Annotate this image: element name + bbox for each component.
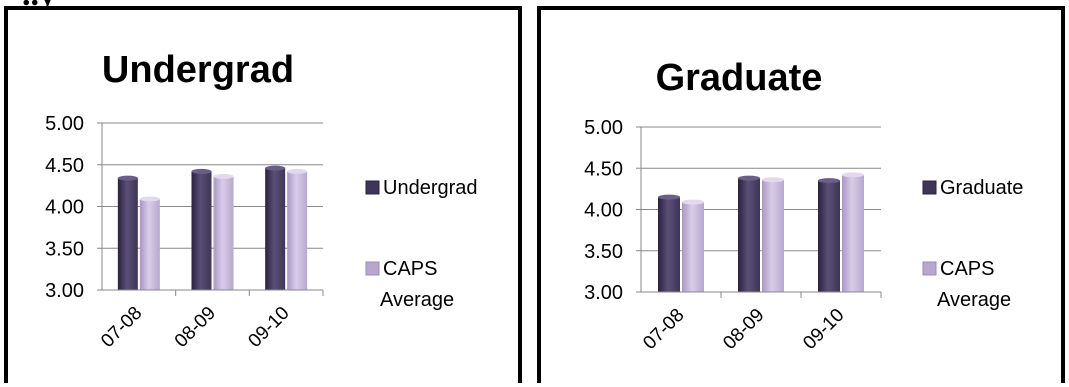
x-category-label: 09-10 [799,305,848,354]
bar [842,174,864,292]
x-category-label: 07-08 [639,305,688,354]
bar [191,171,212,290]
bar-cap [265,165,286,171]
legend-swatch [365,261,380,276]
bar [818,180,840,292]
bar-cap [842,172,864,178]
bar-cap [191,168,212,174]
legend-swatch [922,261,937,276]
legend-swatch [922,180,937,195]
y-tick-label: 3.50 [45,238,84,260]
bar [287,171,308,290]
bar-cap [682,199,704,205]
bar [658,197,680,292]
graduate-chart-panel: Graduate 5.00 4.50 4.00 3.50 3.00 07-08 08-09 09… [537,6,1065,383]
chart-title: Graduate [656,57,823,99]
legend-label: CAPS Average [937,258,1011,311]
bar-cap [658,194,680,200]
bar [762,179,784,292]
legend-label: Graduate [940,177,1023,199]
x-category-label: 07-08 [97,303,146,352]
y-tick-label: 3.00 [584,282,623,304]
bar [738,178,760,292]
y-tick-label: 5.00 [45,113,84,135]
x-category-label: 08-09 [719,305,768,354]
bar-cap [738,175,760,181]
bar-cap [287,168,308,174]
y-tick-label: 5.00 [584,117,623,139]
bar-cap [139,196,160,202]
bar [117,178,138,290]
bar-cap [818,178,840,184]
graduate-bar-chart: Graduate 5.00 4.50 4.00 3.50 3.00 07-08 08-09 09… [584,57,1023,354]
x-category-label: 09-10 [244,303,293,352]
legend-label: Undergrad [383,177,478,199]
y-tick-label: 4.00 [584,200,623,222]
bar [213,176,234,290]
y-tick-label: 4.50 [584,158,623,180]
chart-title: Undergrad [102,49,294,91]
y-tick-label: 4.00 [45,197,84,219]
y-tick-label: 3.50 [584,241,623,263]
legend-swatch [365,180,380,195]
undergrad-chart-panel: Undergrad 5.00 4.50 4.00 3.50 3.00 07-08 08-09 0… [4,6,522,383]
bar-cap [762,177,784,183]
bar-cap [213,173,234,179]
legend-label: CAPS Average [380,258,454,311]
x-category-label: 08-09 [171,303,220,352]
bar [682,202,704,292]
bar-cap [117,175,138,181]
bar [139,198,160,290]
bar [265,168,286,290]
y-tick-label: 4.50 [45,155,84,177]
undergrad-bar-chart: Undergrad 5.00 4.50 4.00 3.50 3.00 07-08 08-09 0… [45,49,478,352]
y-tick-label: 3.00 [45,280,84,302]
